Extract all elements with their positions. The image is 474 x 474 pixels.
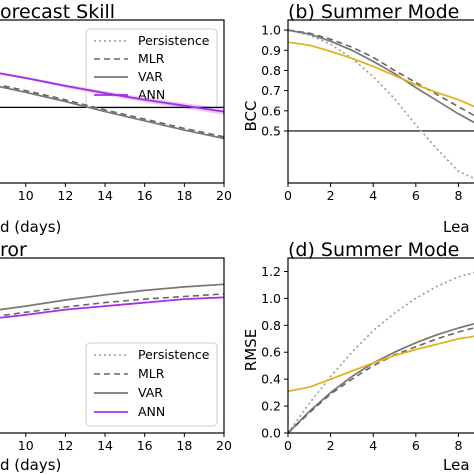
ytick-label-b: 0.5 <box>261 123 281 138</box>
ytick-label-d: 1.0 <box>261 291 281 306</box>
xtick-label-b: 4 <box>369 188 377 203</box>
panel-d: 0 2 4 6 8 0.0 0.2 0.4 0.6 0.8 1.0 1.2 <box>261 257 474 453</box>
xtick-label-b: 8 <box>454 188 462 203</box>
xtick-label-b: 0 <box>284 188 292 203</box>
ytick-label-d: 0.0 <box>261 426 281 441</box>
legend-a-mlr: MLR <box>138 51 165 66</box>
title-c: ror <box>0 239 27 261</box>
ytick-label-b: 1.0 <box>261 23 281 38</box>
xtick-label-c: 10 <box>18 438 34 453</box>
legend-a-persistence: Persistence <box>138 33 210 48</box>
ytick-label-b: 0.8 <box>261 63 281 78</box>
series-b-summer <box>288 41 474 108</box>
xtick-label-c: 18 <box>176 438 192 453</box>
plot-area-c <box>0 283 224 319</box>
axes-frame-d <box>287 257 474 434</box>
panel-a: 10 12 14 16 18 20 <box>0 19 232 203</box>
ylabel-d: RMSE <box>242 329 260 371</box>
series-a-mlr <box>0 84 224 138</box>
ytick-label-b: 0.9 <box>261 43 281 58</box>
ytick-label-d: 0.6 <box>261 345 281 360</box>
xtick-label-c: 12 <box>57 438 73 453</box>
xtick-label-d: 2 <box>327 438 335 453</box>
series-c-mlr <box>0 293 224 317</box>
series-b-persistence <box>288 29 474 180</box>
xtick-label-a: 18 <box>176 188 192 203</box>
legend-box-c <box>85 342 218 427</box>
xtick-label-a: 20 <box>216 188 232 203</box>
series-a-ann <box>0 72 224 113</box>
series-c-var <box>0 283 224 311</box>
ytick-label-d: 0.8 <box>261 318 281 333</box>
legend-a <box>85 28 218 109</box>
series-b-var <box>288 29 474 124</box>
title-a: orecast Skill <box>0 1 115 23</box>
xtick-label-a: 10 <box>18 188 34 203</box>
legend-box-a <box>85 28 218 109</box>
legend-c <box>85 342 218 427</box>
panel-b: 0 2 4 6 8 0.5 0.6 0.7 0.8 0.9 1.0 <box>261 19 474 203</box>
xlabel-a: d (days) <box>0 218 61 236</box>
xtick-label-d: 8 <box>454 438 462 453</box>
ytick-label-b: 0.6 <box>261 103 281 118</box>
legend-c-persistence: Persistence <box>138 347 210 362</box>
legend-c-mlr: MLR <box>138 366 165 381</box>
plot-area-a <box>0 72 224 140</box>
plot-area-b <box>288 29 474 180</box>
xlabel-d: Lea <box>443 456 470 474</box>
series-d-mlr <box>288 327 474 433</box>
legend-c-ann: ANN <box>138 404 165 419</box>
ytick-label-d: 1.2 <box>261 264 281 279</box>
axes-frame-c <box>0 257 225 434</box>
legend-a-ann: ANN <box>138 87 165 102</box>
xtick-label-b: 2 <box>327 188 335 203</box>
xtick-label-c: 16 <box>137 438 153 453</box>
xtick-label-a: 12 <box>57 188 73 203</box>
panel-c: 10 12 14 16 18 20 <box>0 257 232 453</box>
xlabel-c: d (days) <box>0 456 61 474</box>
series-b-mlr <box>288 29 474 117</box>
ytick-label-d: 0.2 <box>261 399 281 414</box>
legend-c-var: VAR <box>138 385 163 400</box>
series-d-persistence <box>288 271 474 433</box>
axes-frame-a <box>0 19 225 184</box>
series-d-summer <box>288 335 474 393</box>
legend-a-var: VAR <box>138 69 163 84</box>
ytick-label-b: 0.7 <box>261 83 281 98</box>
xtick-label-c: 14 <box>97 438 113 453</box>
series-a-var <box>0 85 224 140</box>
xtick-label-b: 6 <box>412 188 420 203</box>
xtick-label-a: 16 <box>137 188 153 203</box>
title-b: (b) Summer Mode <box>288 1 459 23</box>
xtick-label-d: 6 <box>412 438 420 453</box>
xtick-label-a: 14 <box>97 188 113 203</box>
xtick-label-c: 20 <box>216 438 232 453</box>
ytick-label-d: 0.4 <box>261 372 281 387</box>
xtick-label-d: 4 <box>369 438 377 453</box>
xlabel-b: Lea <box>443 218 470 236</box>
xtick-label-d: 0 <box>284 438 292 453</box>
series-c-ann <box>0 296 224 319</box>
plot-area-d <box>288 271 474 433</box>
title-d: (d) Summer Mode <box>288 239 459 261</box>
axes-frame-b <box>287 19 474 184</box>
series-d-var <box>288 323 474 433</box>
ylabel-b: BCC <box>242 101 260 132</box>
